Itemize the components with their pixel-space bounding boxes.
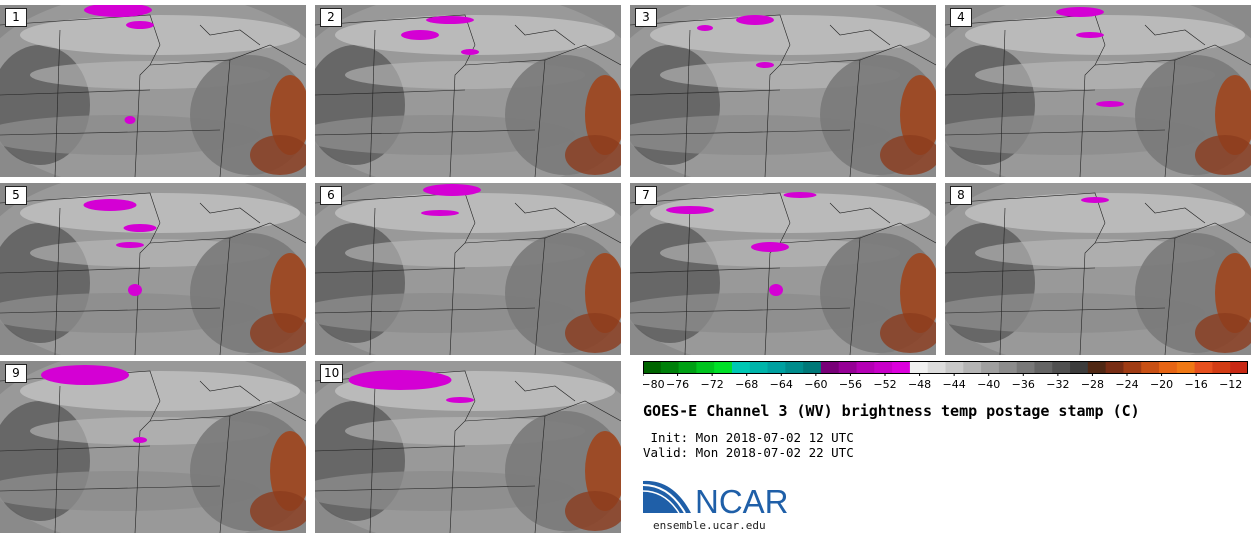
logo-url: ensemble.ucar.edu [653,519,766,532]
colorbar-swatch [909,361,929,373]
colorbar-swatch [981,361,1000,373]
colorbar-tick-label: −68 [735,378,758,391]
ncar-logo-text: NCAR [695,483,789,520]
colorbar-swatch [1212,361,1231,373]
colorbar-swatch [678,361,697,373]
colorbar-swatch [998,361,1018,373]
temperature-colorbar: −80 −76 −72 −68 −64 −60 −56 −52 −48 −44 −40 −36 −32−… [643,361,1248,391]
water-vapor-map [315,183,621,355]
colorbar-swatch [1230,361,1248,373]
colorbar-tick-label: −72 [701,378,724,391]
panel-number: 4 [950,8,972,27]
colorbar-swatch [803,361,822,373]
ensemble-member-panel: 7 [630,183,936,355]
water-vapor-map [945,5,1251,177]
colorbar-tick-label: −20 [1150,378,1173,391]
colorbar-swatch [838,361,858,373]
colorbar-swatch [1105,361,1124,373]
panel-number: 7 [635,186,657,205]
colorbar-tick-label: −12 [1219,378,1242,391]
colorbar-swatch [963,361,982,373]
colorbar-tick-label: −24 [1115,378,1138,391]
panel-number: 6 [320,186,342,205]
ensemble-member-panel: 6 [315,183,621,355]
water-vapor-map [0,361,306,533]
colorbar-swatch [945,361,964,373]
colorbar-swatch [749,361,769,373]
colorbar-tick-label: −44 [943,378,966,391]
water-vapor-map [0,183,306,355]
colorbar-swatch [1016,361,1035,373]
colorbar-swatch [643,361,662,373]
water-vapor-map [945,183,1251,355]
colorbar-swatch [731,361,751,373]
colorbar-swatch [1194,361,1213,373]
colorbar-tick-label: −60 [804,378,827,391]
panel-number: 5 [5,186,27,205]
colorbar-swatch [1070,361,1089,373]
figure-title: GOES-E Channel 3 (WV) brightness temp po… [643,402,1140,420]
panel-number: 10 [320,364,344,383]
water-vapor-map [315,361,621,533]
colorbar-swatch [696,361,715,373]
valid-time: Valid: Mon 2018-07-02 22 UTC [643,445,854,460]
colorbar-swatch [1141,361,1160,373]
colorbar-tick-label: −28 [1081,378,1104,391]
colorbar-swatch [714,361,733,373]
ensemble-member-panel: 4 [945,5,1251,177]
ensemble-member-panel: 10 [315,361,621,533]
ensemble-member-panel: 8 [945,183,1251,355]
ncar-logo: NCAR [643,480,789,520]
init-time: Init: Mon 2018-07-02 12 UTC [643,430,854,445]
colorbar-swatch [1159,361,1178,373]
colorbar-swatch [1087,361,1107,373]
ensemble-member-panel: 2 [315,5,621,177]
ensemble-member-panel: 9 [0,361,306,533]
colorbar-swatch [1123,361,1142,373]
colorbar-tick-label: −76 [666,378,689,391]
colorbar-swatch [1176,361,1196,373]
colorbar-swatch [785,361,804,373]
colorbar-tick-label: −16 [1185,378,1208,391]
colorbar-swatch [927,361,946,373]
colorbar-tick-label: −52 [873,378,896,391]
colorbar-swatch [874,361,893,373]
colorbar-swatch [1052,361,1071,373]
ensemble-member-panel: 5 [0,183,306,355]
panel-number: 3 [635,8,657,27]
water-vapor-map [630,183,936,355]
panel-number: 8 [950,186,972,205]
colorbar-tick-label: −48 [908,378,931,391]
colorbar-tick-label: −80 [643,378,665,391]
panel-number: 9 [5,364,27,383]
colorbar-tick-label: −56 [839,378,862,391]
ensemble-member-panel: 3 [630,5,936,177]
colorbar-tick-label: −36 [1012,378,1035,391]
colorbar-swatch [820,361,840,373]
colorbar-swatch [856,361,875,373]
colorbar-tick-label: −64 [770,378,793,391]
colorbar-swatch [660,361,680,373]
panel-number: 2 [320,8,342,27]
panel-number: 1 [5,8,27,27]
colorbar-swatch [892,361,911,373]
water-vapor-map [0,5,306,177]
water-vapor-map [630,5,936,177]
colorbar-tick-label: −32 [1046,378,1069,391]
colorbar-swatch [1034,361,1053,373]
ensemble-member-panel: 1 [0,5,306,177]
water-vapor-map [315,5,621,177]
colorbar-tick-label: −40 [977,378,1000,391]
colorbar-swatch [767,361,786,373]
